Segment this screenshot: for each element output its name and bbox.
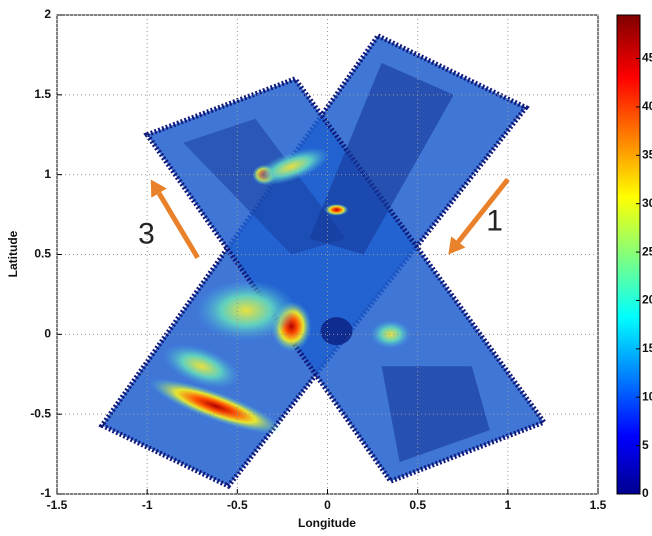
colorbar-tick-label: 5: [642, 438, 649, 452]
y-tick-label: 0: [44, 327, 51, 341]
x-tick-label: -0.5: [227, 498, 248, 512]
colorbar-tick-label: 40: [642, 99, 652, 113]
y-tick-label: 2: [44, 7, 51, 21]
colorbar-tick-label: 35: [642, 147, 652, 161]
colorbar: [616, 14, 641, 495]
x-tick-label: 0: [324, 498, 331, 512]
y-tick-label: 0.5: [34, 247, 51, 261]
swath-stripe: [381, 366, 490, 463]
arrow-head: [150, 179, 167, 198]
colorbar-tick-label: 45: [642, 51, 652, 65]
hot-spot: [163, 344, 240, 389]
colorbar-tick-label: 15: [642, 341, 652, 355]
colorbar-tick-label: 30: [642, 196, 652, 210]
colorbar-tick-label: 10: [642, 389, 652, 403]
y-tick-label: 1.5: [34, 87, 51, 101]
x-tick-label: -1.5: [47, 498, 68, 512]
hot-spot: [196, 280, 297, 341]
x-tick-label: 1: [504, 498, 511, 512]
x-tick-label: 0.5: [409, 498, 426, 512]
x-axis-label: Longitude: [298, 516, 356, 530]
colorbar-tick-label: 0: [642, 486, 649, 500]
hot-spot: [370, 320, 411, 349]
colorbar-tick-label: 20: [642, 293, 652, 307]
arrow: [456, 177, 510, 244]
annotation: 3: [138, 217, 155, 250]
dark-spot: [320, 317, 353, 346]
hot-spot: [149, 378, 282, 434]
arrow: [156, 191, 200, 259]
y-tick-label: -0.5: [30, 406, 51, 420]
hot-spot: [253, 147, 330, 186]
y-tick-label: -1: [40, 486, 51, 500]
x-tick-label: 1.5: [590, 498, 607, 512]
swath-stripe: [183, 118, 346, 255]
arrow-head: [448, 236, 466, 255]
annotation: 1: [486, 204, 503, 237]
colorbar-tick-label: 25: [642, 244, 652, 258]
y-axis-label: Latitude: [6, 230, 20, 277]
hot-spot: [324, 203, 349, 216]
y-tick-label: 1: [44, 167, 51, 181]
x-tick-label: -1: [142, 498, 153, 512]
swaths: [98, 32, 548, 490]
